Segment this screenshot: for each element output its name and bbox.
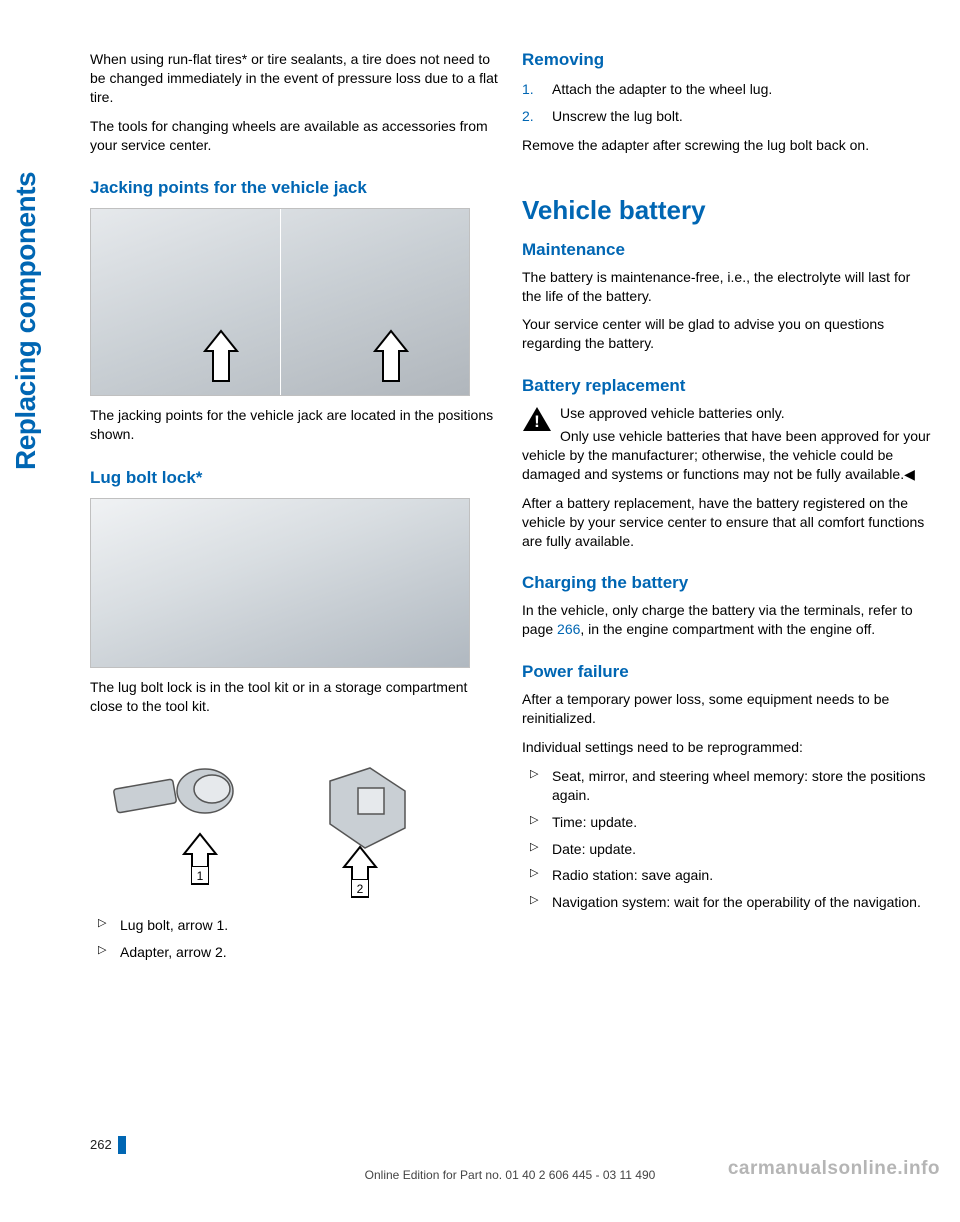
paragraph: Only use vehicle batteries that have bee… [522,427,932,484]
paragraph: The battery is maintenance-free, i.e., t… [522,268,932,306]
page-content: When using run-flat tires* or tire seala… [90,50,930,972]
list-item: Time: update. [522,813,932,832]
heading-vehicle-battery: Vehicle battery [522,195,932,226]
watermark: carmanualsonline.info [728,1158,940,1180]
page-number: 262 [90,1136,126,1154]
svg-text:!: ! [534,412,540,431]
text: , in the engine com­partment with the en… [580,621,875,637]
heading-maintenance: Maintenance [522,240,932,260]
paragraph: When using run-flat tires* or tire seala… [90,50,500,107]
paragraph: Your service center will be glad to advi… [522,315,932,353]
list-item: Navigation system: wait for the operabil… [522,893,932,912]
list-item: Seat, mirror, and steering wheel memory:… [522,767,932,805]
paragraph: Individual settings need to be reprogram… [522,738,932,757]
paragraph: After a battery replacement, have the ba… [522,494,932,551]
paragraph: After a temporary power loss, some equip… [522,690,932,728]
list-item: Date: update. [522,840,932,859]
heading-removing: Removing [522,50,932,70]
paragraph: The lug bolt lock is in the tool kit or … [90,678,500,716]
sidebar-section-title: Replacing components [10,172,42,470]
list-item: Adapter, arrow 2. [90,943,500,962]
right-column: Removing 1.Attach the adapter to the whe… [522,50,932,972]
numbered-list: 1.Attach the adapter to the wheel lug. 2… [522,80,932,126]
figure-lug-lock-location [90,498,470,668]
paragraph: Use approved vehicle batteries only. [522,404,932,423]
heading-jacking: Jacking points for the vehicle jack [90,178,500,198]
bullet-list: Lug bolt, arrow 1. Adapter, arrow 2. [90,916,500,962]
heading-power-failure: Power failure [522,662,932,682]
heading-lug-lock: Lug bolt lock* [90,468,500,488]
paragraph: In the vehicle, only charge the battery … [522,601,932,639]
list-item: Radio station: save again. [522,866,932,885]
bullet-list: Seat, mirror, and steering wheel memory:… [522,767,932,912]
list-item: Lug bolt, arrow 1. [90,916,500,935]
list-item-text: Attach the adapter to the wheel lug. [552,81,772,97]
heading-battery-replacement: Battery replacement [522,376,932,396]
left-column: When using run-flat tires* or tire seala… [90,50,500,972]
page-link[interactable]: 266 [557,621,580,637]
list-item: 1.Attach the adapter to the wheel lug. [522,80,932,99]
paragraph: The jacking points for the vehicle jack … [90,406,500,444]
paragraph: Remove the adapter after screwing the lu… [522,136,932,155]
arrow-icon [371,329,411,385]
figure-label-1: 1 [191,866,209,884]
heading-charging: Charging the battery [522,573,932,593]
warning-block: ! Use approved vehicle batteries only. O… [522,404,932,484]
arrow-icon [201,329,241,385]
list-item: 2.Unscrew the lug bolt. [522,107,932,126]
figure-jacking-points [90,208,470,396]
figure-label-2: 2 [351,879,369,897]
warning-icon: ! [522,406,552,432]
list-item-text: Unscrew the lug bolt. [552,108,683,124]
figure-lug-bolt-adapter: 1 2 [90,726,470,906]
paragraph: The tools for changing wheels are availa… [90,117,500,155]
